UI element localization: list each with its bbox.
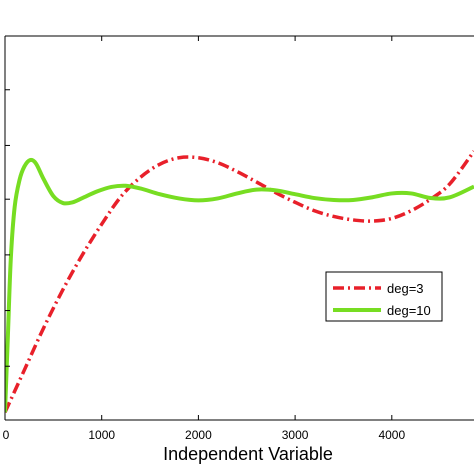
x-axis-title: Independent Variable <box>163 444 333 464</box>
legend-label: deg=10 <box>387 303 431 318</box>
legend-label: deg=3 <box>387 281 424 296</box>
x-tick-label: 3000 <box>282 428 309 442</box>
x-tick-label: 1000 <box>88 428 115 442</box>
series-line-deg-3 <box>5 150 474 414</box>
x-tick-label: 2000 <box>185 428 212 442</box>
series-layer <box>5 150 474 414</box>
x-tick-label: 0 <box>3 428 10 442</box>
series-line-deg-10 <box>5 157 474 413</box>
legend: deg=3 deg=10 <box>325 271 443 322</box>
axes <box>4 35 474 421</box>
ticks: 0 1000 2000 3000 4000 <box>3 35 405 442</box>
legend-box <box>325 271 443 322</box>
x-tick-label: 4000 <box>378 428 405 442</box>
